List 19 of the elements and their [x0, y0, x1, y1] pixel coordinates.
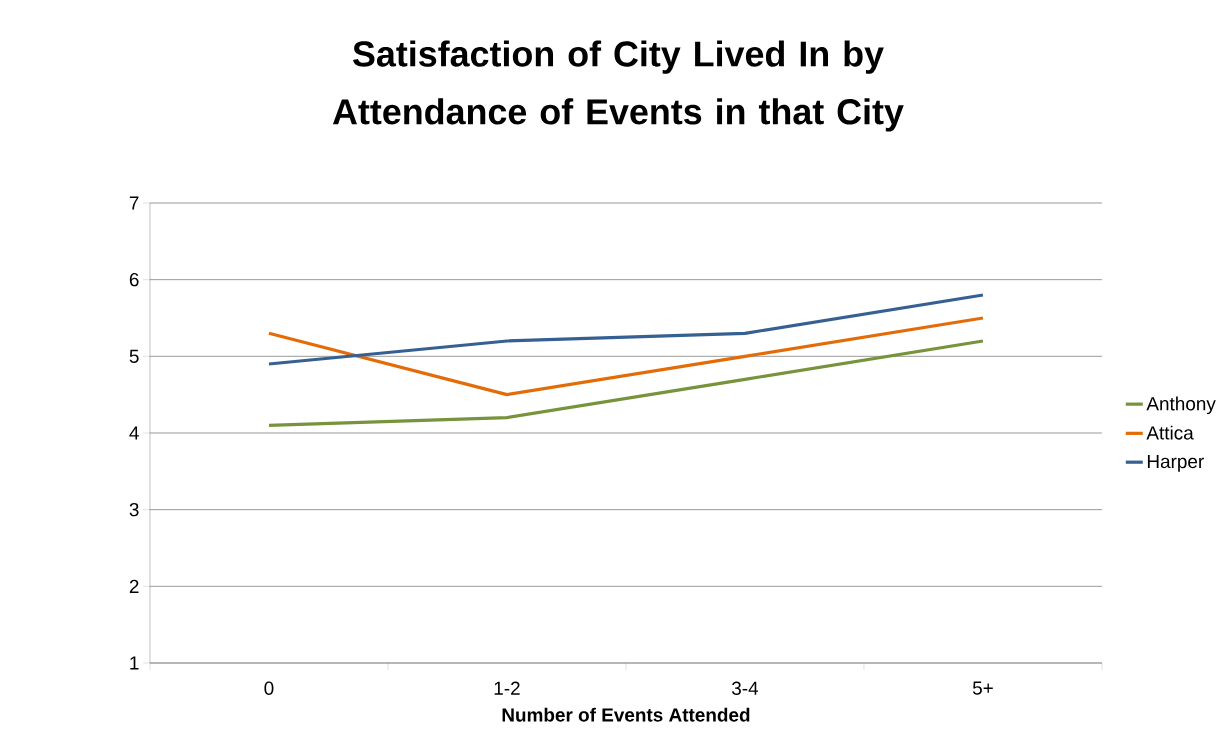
y-tick-label: 4	[129, 426, 139, 440]
y-tick-label: 2	[129, 579, 139, 593]
x-tick-label: 1-2	[494, 681, 520, 695]
line-series	[267, 293, 985, 366]
chart-title: Satisfaction of City Lived In by Attendance of Events in that City	[332, 40, 904, 132]
y-tick-label: 5	[129, 349, 139, 363]
x-tick-label: 5+	[972, 681, 993, 695]
line-series	[267, 339, 985, 427]
y-tick-label: 6	[129, 272, 139, 287]
y-tick-label: 3	[129, 502, 139, 517]
legend-label: Harper	[1147, 454, 1204, 472]
x-tick-label: 3-4	[731, 681, 759, 695]
x-tick-label: 0	[264, 681, 274, 695]
y-tick-label: 1	[130, 656, 139, 670]
y-tick-label: 7	[129, 196, 139, 210]
legend-label: Anthony	[1146, 396, 1216, 415]
line-series	[267, 316, 985, 397]
x-axis-title: Number of Events Attended	[502, 707, 750, 722]
legend-label: Attica	[1146, 425, 1194, 440]
